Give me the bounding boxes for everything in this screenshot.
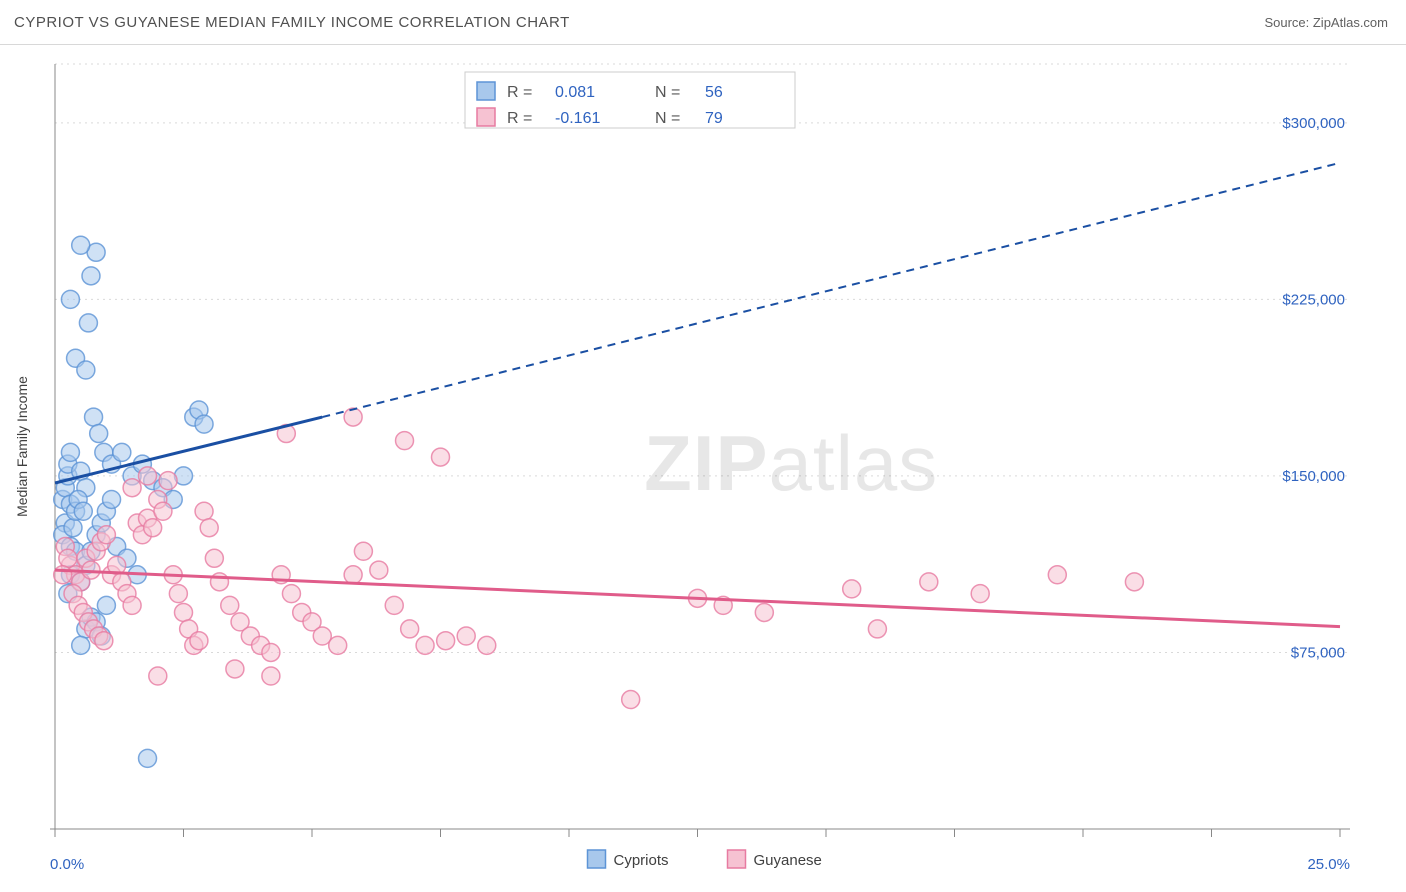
svg-text:R =: R =: [507, 84, 532, 101]
chart-header: CYPRIOT VS GUYANESE MEDIAN FAMILY INCOME…: [0, 0, 1406, 45]
source-value: ZipAtlas.com: [1313, 15, 1388, 30]
svg-text:$225,000: $225,000: [1282, 291, 1345, 308]
svg-text:$75,000: $75,000: [1291, 644, 1345, 661]
svg-text:56: 56: [705, 84, 723, 101]
svg-text:Cypriots: Cypriots: [614, 852, 669, 869]
chart-area: $75,000 $150,000 $225,000 $300,000 0.0% 25.0%…: [0, 44, 1406, 892]
svg-text:-0.161: -0.161: [555, 110, 600, 127]
svg-text:0.0%: 0.0%: [50, 856, 84, 873]
svg-text:$150,000: $150,000: [1282, 468, 1345, 485]
svg-text:0.081: 0.081: [555, 84, 595, 101]
scatter-chart: $75,000 $150,000 $225,000 $300,000 0.0% 25.0%…: [0, 44, 1406, 892]
chart-title: CYPRIOT VS GUYANESE MEDIAN FAMILY INCOME…: [14, 14, 570, 31]
source-label: Source:: [1264, 15, 1312, 30]
svg-text:$300,000: $300,000: [1282, 115, 1345, 132]
svg-text:R =: R =: [507, 110, 532, 127]
svg-text:25.0%: 25.0%: [1307, 856, 1350, 873]
svg-text:N =: N =: [655, 110, 680, 127]
svg-text:N =: N =: [655, 84, 680, 101]
svg-text:79: 79: [705, 110, 723, 127]
svg-text:Guyanese: Guyanese: [754, 852, 822, 869]
svg-text:Median Family Income: Median Family Income: [14, 376, 30, 517]
chart-source: Source: ZipAtlas.com: [1264, 15, 1388, 30]
